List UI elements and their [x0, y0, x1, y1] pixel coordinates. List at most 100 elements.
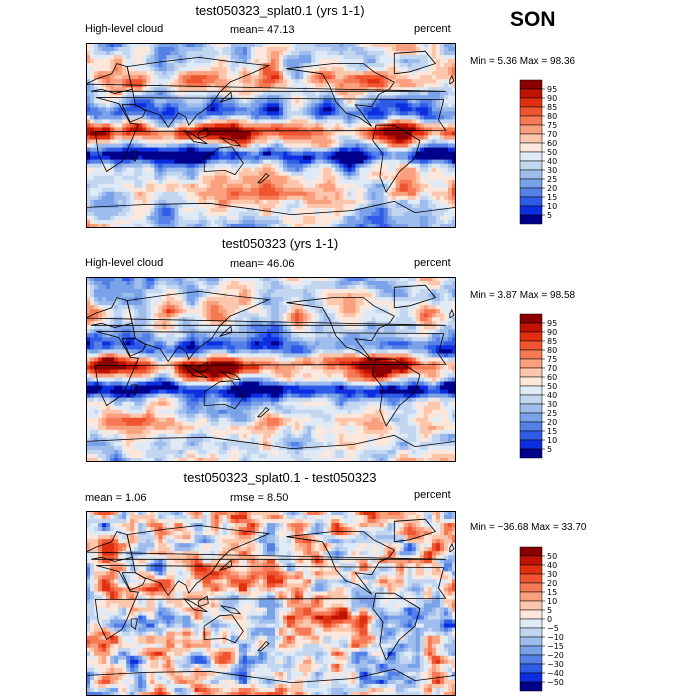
field-cell: [319, 183, 324, 189]
field-cell: [443, 127, 449, 132]
field-cell: [383, 281, 389, 286]
field-cell: [355, 297, 360, 302]
field-cell: [279, 115, 284, 120]
field-cell: [347, 79, 352, 84]
field-cell: [287, 171, 292, 177]
field-cell: [303, 191, 308, 197]
field-cell: [102, 43, 107, 48]
field-cell: [447, 135, 453, 140]
field-cell: [303, 135, 308, 140]
field-cell: [399, 83, 405, 88]
field-cell: [311, 155, 316, 161]
field-cell: [335, 103, 340, 108]
field-cell: [222, 67, 228, 72]
field-cell: [166, 99, 171, 104]
field-cell: [134, 131, 139, 136]
field-cell: [170, 297, 175, 302]
field-cell: [383, 135, 389, 140]
field-cell: [431, 95, 437, 100]
field-cell: [266, 55, 272, 60]
field-cell: [174, 115, 179, 120]
field-cell: [118, 135, 123, 140]
field-cell: [90, 83, 95, 88]
field-cell: [391, 91, 397, 96]
field-cell: [166, 171, 171, 177]
field-cell: [323, 131, 328, 136]
field-cell: [415, 127, 421, 132]
field-cell: [331, 71, 336, 76]
field-cell: [427, 207, 433, 213]
field-cell: [226, 87, 232, 92]
field-cell: [110, 115, 115, 120]
field-cell: [367, 139, 372, 144]
field-cell: [126, 159, 131, 165]
field-cell: [339, 199, 344, 205]
field-cell: [419, 115, 425, 120]
field-cell: [158, 63, 163, 68]
field-cell: [234, 301, 240, 306]
field-cell: [283, 195, 288, 201]
field-cell: [371, 147, 376, 152]
field-cell: [186, 111, 191, 116]
field-cell: [275, 289, 280, 294]
field-cell: [423, 143, 429, 148]
colorbar-swatch: [519, 160, 543, 171]
field-cell: [86, 151, 91, 157]
field-cell: [279, 103, 284, 108]
field-cell: [367, 203, 372, 209]
field-cell: [90, 281, 95, 286]
field-cell: [403, 179, 409, 185]
field-cell: [86, 155, 91, 161]
field-cell: [122, 305, 127, 310]
field-cell: [254, 151, 260, 157]
field-cell: [234, 223, 240, 228]
field-cell: [94, 147, 99, 152]
field-cell: [238, 87, 244, 92]
field-cell: [379, 175, 385, 181]
field-cell: [202, 147, 208, 152]
field-cell: [114, 107, 119, 112]
field-cell: [399, 285, 405, 290]
field-cell: [279, 207, 284, 213]
field-cell: [403, 43, 409, 48]
field-cell: [250, 191, 256, 197]
field-cell: [447, 91, 453, 96]
field-cell: [311, 59, 316, 64]
field-cell: [146, 119, 151, 124]
field-cell: [226, 143, 232, 148]
field-cell: [339, 223, 344, 228]
field-cell: [254, 211, 260, 217]
field-cell: [114, 139, 119, 144]
field-cell: [166, 67, 171, 72]
field-cell: [170, 167, 175, 173]
field-cell: [166, 179, 171, 185]
field-cell: [250, 207, 256, 213]
field-cell: [443, 175, 449, 181]
field-cell: [303, 115, 308, 120]
field-cell: [295, 95, 300, 100]
field-cell: [371, 107, 376, 112]
field-cell: [315, 91, 320, 96]
field-cell: [451, 111, 456, 116]
field-cell: [323, 143, 328, 148]
field-cell: [134, 305, 139, 310]
field-cell: [198, 175, 204, 181]
field-cell: [134, 67, 139, 72]
field-cell: [118, 115, 123, 120]
field-cell: [230, 83, 236, 88]
field-cell: [295, 71, 300, 76]
field-cell: [271, 171, 276, 177]
field-cell: [407, 131, 413, 136]
field-cell: [114, 179, 119, 185]
field-cell: [166, 71, 171, 76]
field-cell: [226, 179, 232, 185]
field-cell: [218, 167, 224, 173]
field-cell: [210, 107, 216, 112]
field-cell: [379, 171, 385, 177]
field-cell: [166, 139, 171, 144]
field-cell: [106, 79, 111, 84]
field-cell: [238, 95, 244, 100]
field-cell: [303, 75, 308, 80]
field-cell: [134, 47, 139, 52]
field-cell: [327, 203, 332, 209]
